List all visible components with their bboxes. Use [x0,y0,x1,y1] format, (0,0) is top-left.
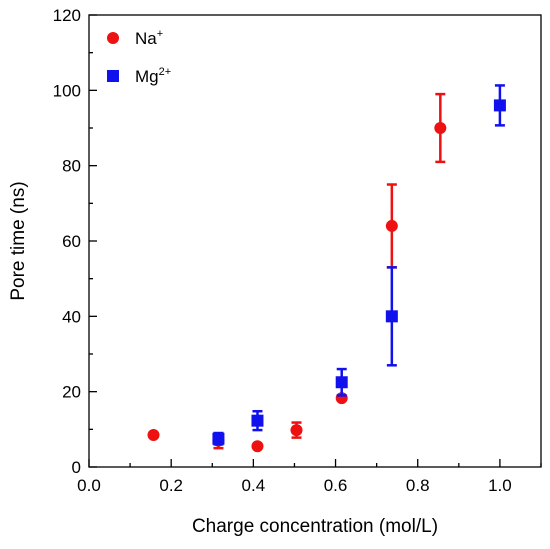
legend-ion-charge: 2+ [159,66,172,78]
data-point [385,310,398,323]
x-tick-label: 0.8 [406,476,430,495]
data-point [335,376,348,389]
data-point [212,432,225,445]
legend-marker [107,32,119,44]
legend-ion-name: Na [135,29,157,48]
data-point [493,99,506,112]
y-tick-label: 80 [62,157,81,176]
x-axis-title: Charge concentration (mol/L) [192,516,438,537]
y-tick-label: 100 [53,81,81,100]
legend-label: Mg2+ [135,66,171,86]
x-tick-label: 1.0 [488,476,512,495]
x-tick-label: 0.0 [77,476,101,495]
y-tick-label: 60 [62,232,81,251]
legend-marker [107,70,119,82]
legend-ion-name: Mg [135,67,159,86]
legend-ion-charge: + [157,28,163,40]
y-tick-label: 120 [53,6,81,25]
x-tick-label: 0.2 [159,476,183,495]
data-point [251,440,264,453]
y-tick-label: 0 [72,458,81,477]
y-axis: 0 20 40 60 80 100 120 [53,6,97,477]
data-point [385,219,398,232]
legend: Na+ Mg2+ [107,28,171,86]
y-tick-label: 20 [62,383,81,402]
legend-label: Na+ [135,28,163,48]
series-na [147,92,447,453]
series-mg [212,84,506,446]
data-point [434,122,447,134]
x-axis: 0.0 0.2 0.4 0.6 0.8 1.0 [77,459,542,495]
data-point [251,414,264,427]
data-point [290,424,303,437]
x-tick-label: 0.6 [324,476,348,495]
data-point [147,428,160,441]
x-tick-label: 0.4 [242,476,266,495]
y-tick-label: 40 [62,307,81,326]
data-series [147,84,506,453]
y-axis-title: Pore time (ns) [8,181,29,300]
